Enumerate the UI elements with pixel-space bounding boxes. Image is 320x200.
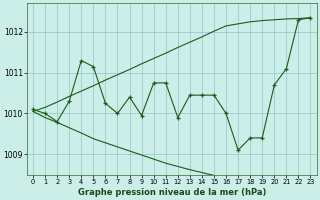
- X-axis label: Graphe pression niveau de la mer (hPa): Graphe pression niveau de la mer (hPa): [77, 188, 266, 197]
